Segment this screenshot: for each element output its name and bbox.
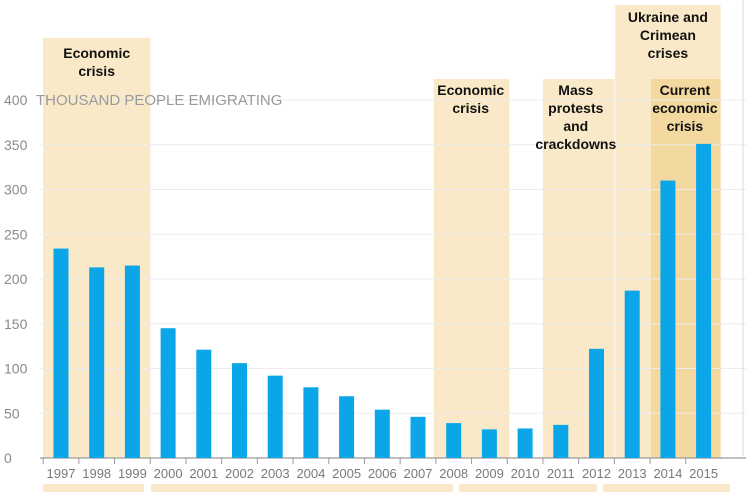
annotation-label: protests: [548, 100, 603, 116]
y-tick-label: 0: [4, 450, 12, 466]
bar-2014: [660, 180, 676, 459]
y-tick-label: 100: [4, 361, 28, 377]
bar-2002: [232, 363, 247, 458]
period-strip: [151, 484, 453, 492]
y-tick-label: 250: [4, 226, 28, 242]
bar-2008: [446, 423, 462, 458]
bar-2009: [481, 429, 497, 458]
bar-2010: [517, 428, 533, 458]
x-tick-label: 1998: [82, 466, 111, 481]
x-tick-label: 2013: [618, 466, 647, 481]
x-tick-label: 2005: [332, 466, 361, 481]
bar-1999: [124, 265, 140, 458]
x-tick-label: 2002: [225, 466, 254, 481]
bar-2004: [303, 387, 319, 458]
x-tick-label: 2004: [296, 466, 325, 481]
annotation-label: Current: [660, 82, 711, 98]
y-axis-tick-labels: 0 50 100 150 200 250 300 350 400 THOUSAND PEOPLE …: [4, 92, 282, 466]
x-tick-label: 2009: [475, 466, 504, 481]
bar-2015: [696, 143, 712, 459]
y-tick-label: 150: [4, 316, 28, 332]
x-tick-label: 2010: [511, 466, 540, 481]
annotation-label: Mass: [558, 82, 593, 98]
period-strip: [43, 484, 144, 492]
bar-1998: [89, 267, 105, 458]
x-tick-label: 2008: [439, 466, 468, 481]
bar-1997: [53, 248, 69, 458]
annotation-bands: [43, 5, 721, 458]
period-strip: [459, 484, 597, 492]
bar-2003: [267, 375, 283, 458]
x-tick-label: 1999: [118, 466, 147, 481]
bar-2001: [196, 349, 212, 458]
x-tick-label: 2006: [368, 466, 397, 481]
x-tick-label: 2001: [189, 466, 218, 481]
bar-2006: [374, 409, 390, 458]
annotation-label: crises: [648, 45, 689, 61]
x-tick-label: 2015: [689, 466, 718, 481]
bar-2013: [624, 290, 640, 458]
annotation-label: crisis: [452, 100, 489, 116]
bar-2011: [553, 424, 569, 458]
period-strips: [43, 484, 730, 492]
bar-series: [53, 143, 712, 459]
period-strip: [603, 484, 730, 492]
annotation-band: [433, 79, 510, 458]
annotation-label: crisis: [78, 63, 115, 79]
annotation-label: Economic: [437, 82, 504, 98]
bar-2007: [410, 416, 426, 458]
annotation-label: economic: [652, 100, 718, 116]
x-axis-tick-labels: 1997 1998 1999 2000 2001 2002 2003 2004 2005 2006…: [42, 458, 718, 481]
x-tick-label: 2003: [261, 466, 290, 481]
x-tick-label: 1997: [47, 466, 76, 481]
x-tick-label: 2011: [547, 466, 575, 481]
y-tick-label: 200: [4, 271, 28, 287]
x-tick-label: 2014: [653, 466, 682, 481]
annotation-label: Crimean: [640, 27, 696, 43]
annotation-label: crackdowns: [535, 136, 616, 152]
y-tick-label: 300: [4, 182, 28, 198]
annotation-label: crisis: [667, 118, 704, 134]
bar-2000: [160, 328, 176, 458]
annotation-label: Economic: [63, 45, 130, 61]
x-tick-label: 2007: [404, 466, 433, 481]
annotation-labels: Economic crisis Economic crisis Mass protests…: [63, 9, 718, 152]
y-tick-label: 400: [4, 92, 28, 108]
bar-2012: [589, 348, 604, 458]
y-tick-label: 50: [4, 405, 20, 421]
y-unit-label: THOUSAND PEOPLE EMIGRATING: [36, 92, 282, 109]
y-tick-label: 350: [4, 137, 28, 153]
annotation-label: and: [563, 118, 588, 134]
x-tick-label: 2012: [582, 466, 611, 481]
bar-2005: [339, 396, 355, 458]
annotation-label: Ukraine and: [628, 9, 708, 25]
x-tick-label: 2000: [154, 466, 183, 481]
